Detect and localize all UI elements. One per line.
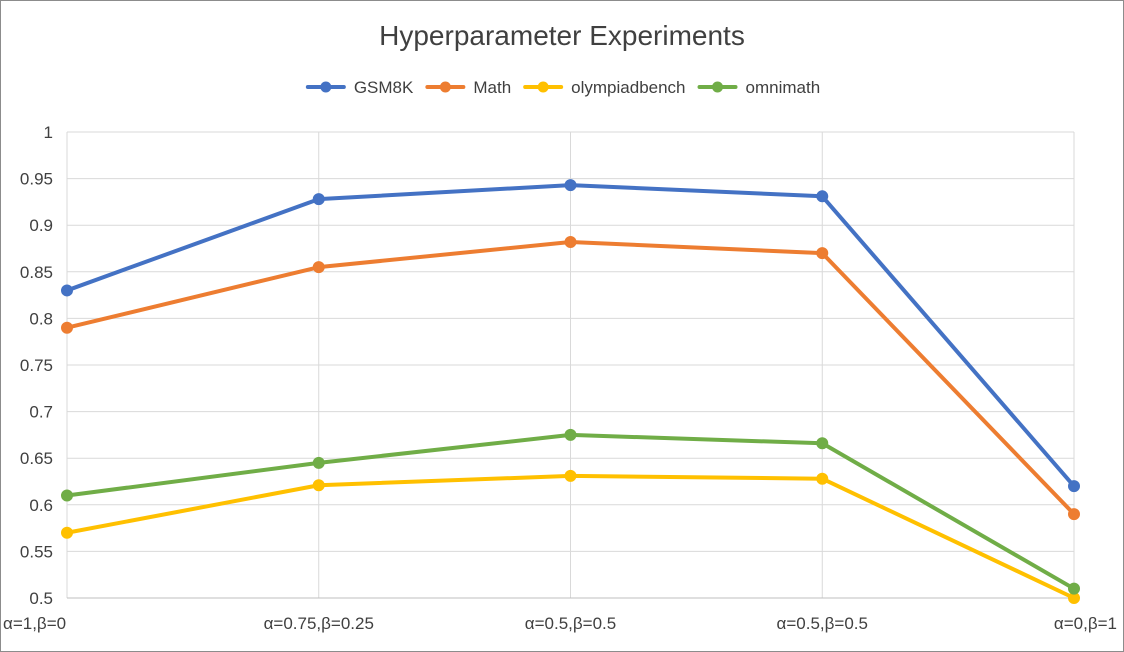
- y-tick-label: 0.9: [29, 216, 53, 235]
- legend-label: Math: [473, 78, 511, 97]
- legend-label: GSM8K: [354, 78, 414, 97]
- chart-title: Hyperparameter Experiments: [379, 20, 745, 51]
- y-tick-label: 1: [44, 123, 53, 142]
- data-point: [1068, 508, 1080, 521]
- series-group: [61, 179, 1080, 604]
- y-tick-label: 0.7: [29, 403, 53, 422]
- series-olympiadbench: [61, 469, 1080, 604]
- legend-swatch-marker: [320, 81, 332, 93]
- data-point: [816, 190, 829, 203]
- y-axis: 0.5 0.55 0.6 0.65 0.7 0.75 0.8 0.85 0.9 0.95 1: [20, 123, 53, 608]
- data-point: [312, 479, 325, 492]
- data-point: [1068, 480, 1080, 493]
- series-math: [61, 235, 1080, 521]
- data-point: [61, 489, 73, 502]
- y-tick-label: 0.85: [20, 263, 53, 282]
- data-point: [312, 456, 325, 469]
- legend-swatch-marker: [537, 81, 549, 93]
- data-point: [564, 469, 577, 482]
- x-tick-label: α=0.75,β=0.25: [264, 614, 374, 633]
- legend-swatch-marker: [439, 81, 451, 93]
- data-point: [816, 247, 829, 260]
- legend-item: GSM8K: [305, 78, 414, 97]
- data-point: [312, 193, 325, 206]
- data-point: [61, 284, 73, 297]
- legend: GSM8K Math olympiadbench omnimath: [305, 78, 821, 97]
- data-point: [564, 428, 577, 441]
- gridlines: [66, 131, 1075, 599]
- data-point: [312, 261, 325, 274]
- y-tick-label: 0.65: [20, 449, 53, 468]
- y-tick-label: 0.8: [29, 309, 53, 328]
- data-point: [564, 235, 577, 248]
- x-tick-label: α=0.5,β=0.5: [525, 614, 616, 633]
- legend-swatch-marker: [712, 81, 724, 93]
- y-tick-label: 0.95: [20, 170, 53, 189]
- data-point: [1068, 582, 1080, 595]
- series-omnimath: [61, 428, 1080, 595]
- y-tick-label: 0.75: [20, 356, 53, 375]
- x-axis: α=1,β=0 α=0.75,β=0.25 α=0.5,β=0.5 α=0.5,β=0…: [3, 597, 1117, 633]
- data-point: [61, 321, 73, 334]
- data-point: [61, 526, 73, 539]
- data-point: [816, 437, 829, 450]
- data-point: [816, 472, 829, 485]
- x-tick-label: α=1,β=0: [3, 614, 66, 633]
- x-tick-label: α=0,β=1: [1054, 614, 1117, 633]
- legend-label: olympiadbench: [571, 78, 685, 97]
- series-gsm8k: [61, 179, 1080, 493]
- x-tick-label: α=0.5,β=0.5: [777, 614, 868, 633]
- legend-item: Math: [425, 78, 511, 97]
- data-point: [564, 179, 577, 192]
- legend-label: omnimath: [746, 78, 821, 97]
- legend-item: olympiadbench: [523, 78, 686, 97]
- y-tick-label: 0.55: [20, 542, 53, 561]
- legend-item: omnimath: [697, 78, 821, 97]
- y-tick-label: 0.5: [29, 589, 53, 608]
- y-tick-label: 0.6: [29, 496, 53, 515]
